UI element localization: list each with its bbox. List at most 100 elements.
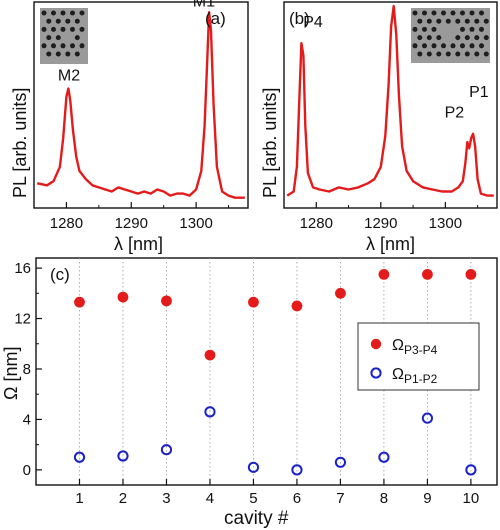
panel-c-point-p3-p4 (74, 296, 85, 308)
panel-c-point-p3-p4 (248, 296, 259, 308)
panel-a-xlabel: λ [nm] (114, 234, 163, 254)
legend-marker-p3-p4 (370, 338, 382, 350)
inset-hole (417, 51, 423, 57)
panel-c-point-p1-p2 (378, 451, 390, 463)
panel-c-xtick-label: 1 (75, 490, 83, 507)
panel-c-point-p3-p4 (335, 287, 346, 299)
panel-a-peak-label-m2: M2 (58, 67, 80, 84)
panel-c-point-p3-p4 (117, 291, 129, 303)
panel-c-point-p3-p4 (161, 295, 172, 307)
inset-hole (79, 26, 85, 32)
inset-hole (70, 43, 75, 49)
inset-hole (422, 43, 427, 49)
inset-hole (469, 10, 475, 16)
panel-c-ytick-label: 8 (23, 361, 31, 378)
inset-hole (479, 26, 484, 32)
panel-c-point-p1-p2 (421, 412, 434, 424)
inset-hole (469, 43, 475, 49)
inset-hole (55, 51, 61, 57)
inset-hole (431, 10, 437, 16)
inset-hole (469, 26, 475, 32)
inset-hole (474, 35, 480, 41)
inset-hole (46, 35, 52, 41)
inset-hole (426, 18, 432, 24)
inset-hole (46, 18, 52, 24)
inset-hole (65, 51, 71, 57)
panel-b-xtick-label: 1290 (364, 215, 397, 232)
inset-hole (450, 10, 456, 16)
inset-hole (74, 35, 80, 41)
panel-a-xtick-label: 1280 (50, 215, 83, 232)
panel-c-xlabel: cavity # (224, 508, 289, 529)
inset-hole (65, 18, 71, 24)
inset-hole (41, 26, 47, 32)
panel-c-xtick-label: 10 (463, 490, 480, 507)
inset-hole (51, 26, 56, 32)
inset-hole (483, 51, 489, 57)
inset-hole (60, 10, 66, 16)
panel-c-ytick-label: 4 (23, 411, 31, 428)
inset-hole (474, 51, 480, 57)
panel-c-frame (35, 257, 498, 486)
panel-c-point-p1-p2 (247, 461, 260, 473)
inset-hole (431, 43, 437, 49)
panel-a-xtick-label: 1300 (179, 215, 212, 232)
panel-c-point-p3-p4 (378, 268, 390, 280)
inset-hole (74, 51, 80, 57)
panel-a: 1280 1290 1300 M2 M1 (a) PL [arb. units] λ [… (10, 0, 249, 254)
inset-hole (436, 51, 442, 57)
panel-a-frame (33, 1, 249, 209)
inset-hole (479, 43, 484, 49)
inset-hole (60, 26, 66, 32)
panel-a-peak-label-m1: M1 (193, 0, 215, 10)
legend-label-p1-p2-sub: P1-P2 (404, 372, 438, 386)
inset-hole (455, 35, 461, 41)
legend-label-p3-p4: ΩP3-P4 (392, 337, 438, 357)
inset-hole (483, 18, 489, 24)
panel-a-plot: 1280 1290 1300 M2 M1 (33, 0, 245, 232)
panel-c-ytick-label: 16 (14, 260, 31, 277)
inset-hole (46, 51, 52, 57)
inset-hole (412, 26, 418, 32)
panel-b-xtick-label: 1280 (300, 215, 333, 232)
inset-hole (464, 35, 470, 41)
inset-hole (422, 10, 427, 16)
panel-c-xtick-label: 5 (249, 490, 257, 507)
panel-b-peak-label-p3: P3 (371, 0, 391, 2)
inset-hole (55, 35, 61, 41)
panel-b-peak-label-p4: P4 (303, 14, 323, 31)
legend-label-p3-p4-main: Ω (392, 337, 404, 354)
inset-hole (436, 18, 442, 24)
panel-c-xtick-label: 3 (162, 490, 170, 507)
inset-hole (79, 10, 85, 16)
panel-c-xtick-label: 8 (380, 490, 388, 507)
panel-b-xtick-label: 1300 (429, 215, 462, 232)
panel-c-point-p1-p2 (334, 456, 347, 468)
inset-hole (455, 18, 461, 24)
inset-hole (460, 26, 465, 32)
inset-hole (483, 35, 489, 41)
inset-hole (426, 51, 432, 57)
inset-hole (464, 18, 470, 24)
panel-b-frame (283, 1, 498, 209)
panel-c-point-p3-p4 (291, 300, 303, 312)
inset-hole (41, 10, 47, 16)
inset-hole (441, 43, 446, 49)
panel-c-xtick-label: 2 (119, 490, 127, 507)
inset-hole (51, 10, 56, 16)
inset-hole (74, 18, 80, 24)
panel-b-peak-label-p1: P1 (469, 84, 489, 101)
panel-c-ytick-label: 12 (14, 311, 31, 328)
inset-hole (41, 43, 47, 49)
panel-c-ytick-label: 0 (23, 462, 31, 479)
panel-c-xtick-label: 7 (336, 490, 344, 507)
inset-hole (426, 35, 432, 41)
panel-c-point-p1-p2 (73, 451, 86, 463)
inset-hole (460, 43, 465, 49)
panel-c-xtick-label: 4 (206, 490, 214, 507)
panel-c-ylabel: Ω [nm] (1, 347, 21, 400)
panel-c-xtick-label: 6 (293, 490, 301, 507)
